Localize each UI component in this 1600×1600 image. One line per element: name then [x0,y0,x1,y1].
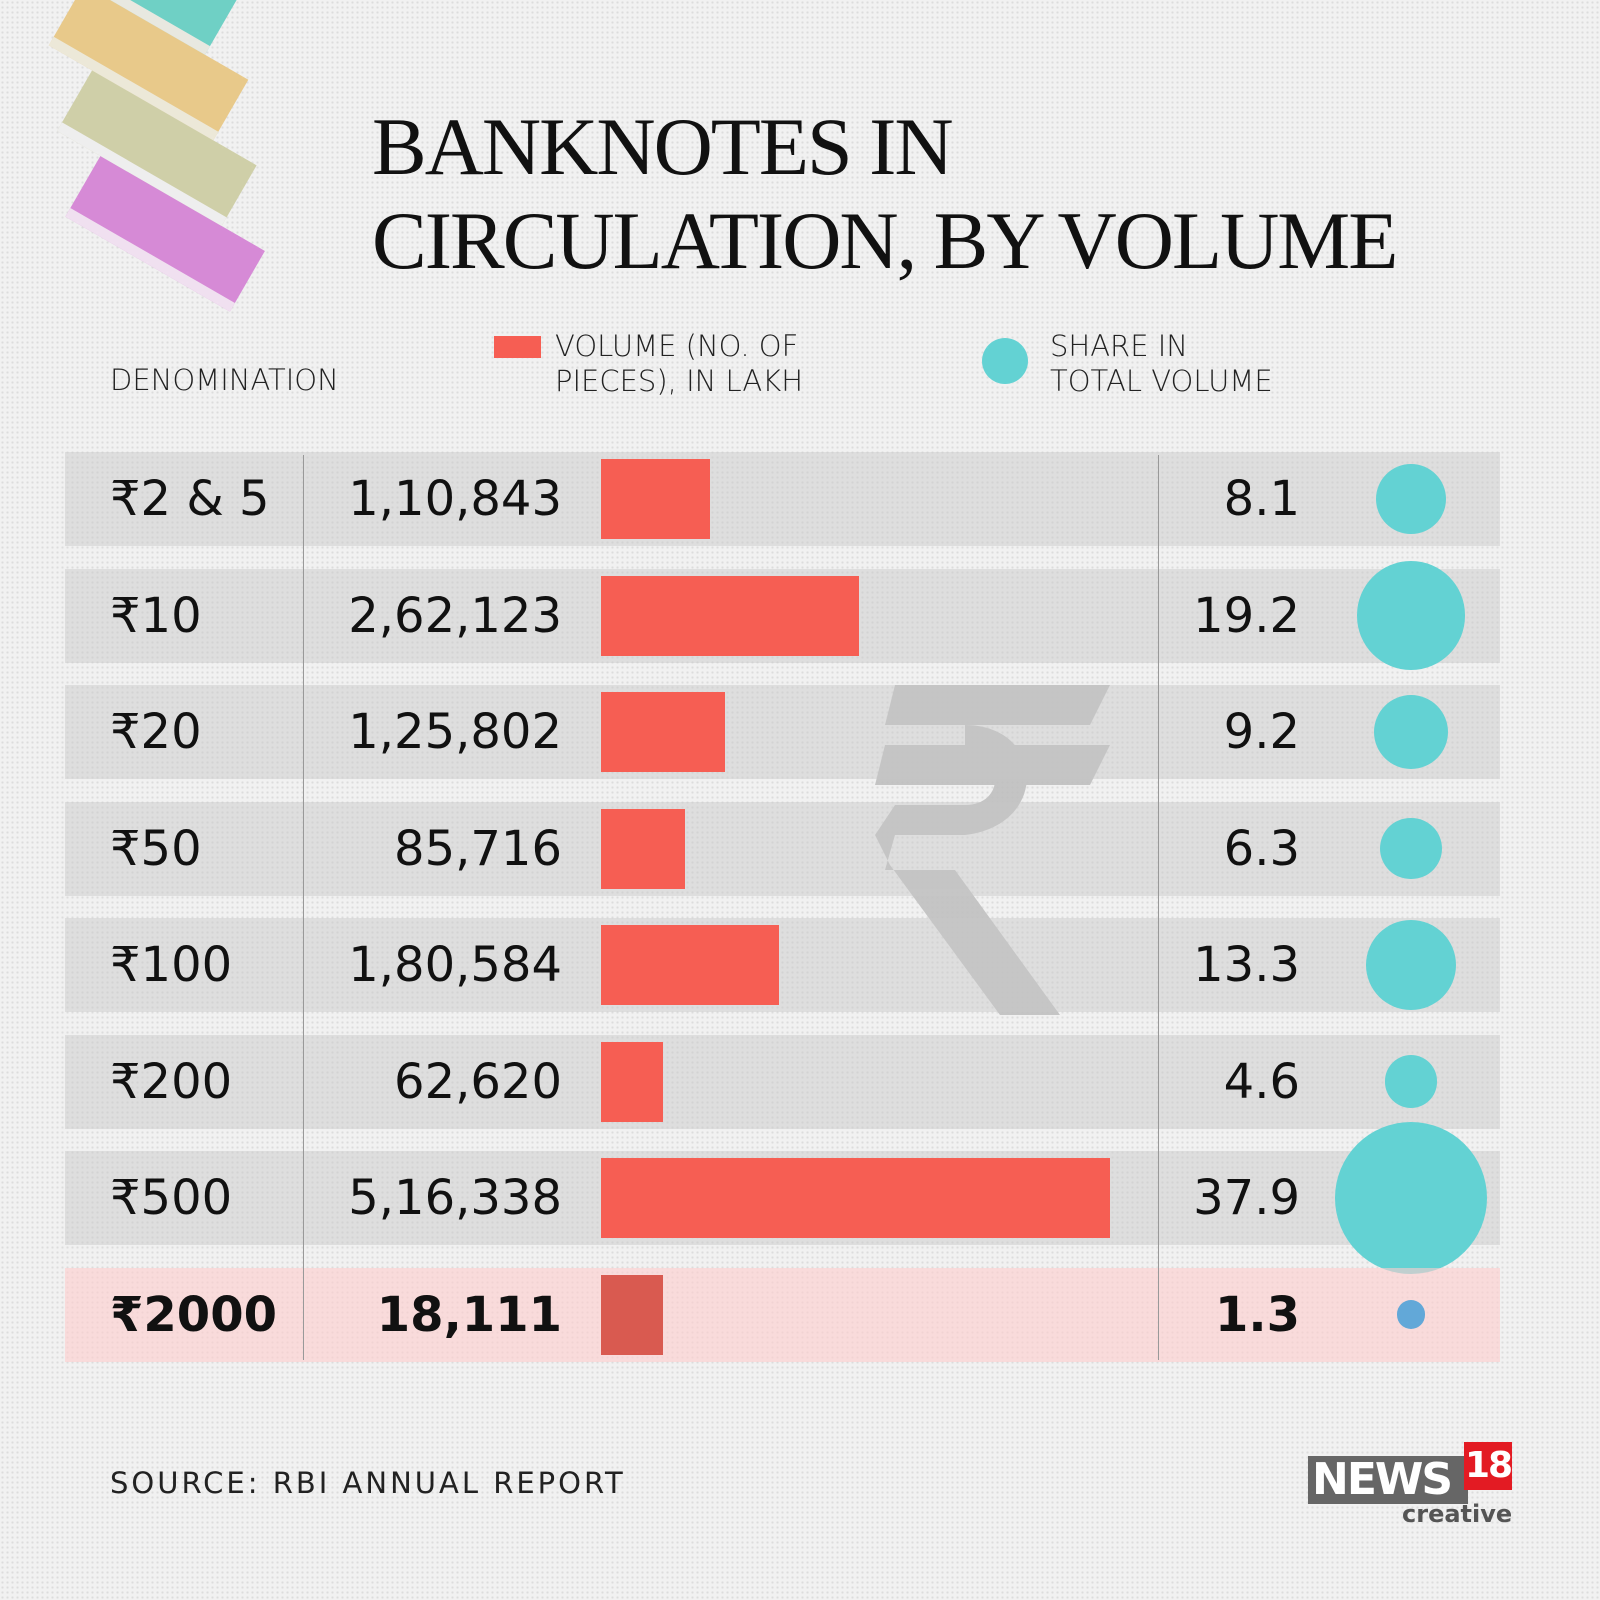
volume-bar [601,459,711,539]
legend-volume-label: VOLUME (NO. OF PIECES), IN LAKH [555,329,803,399]
legend-share-line2: TOTAL VOLUME [1050,364,1273,398]
chart-title: BANKNOTES IN CIRCULATION, BY VOLUME [372,100,1398,288]
volume-bar [601,1041,663,1122]
logo-number: 18 [1464,1442,1513,1490]
denomination-label: ₹500 [110,1170,233,1226]
rupee-watermark-icon [875,685,1110,1015]
denomination-label: ₹20 [110,704,202,760]
legend-volume-line1: VOLUME (NO. OF [555,329,799,363]
share-bubble [1356,561,1466,670]
volume-label: 85,716 [394,820,562,877]
volume-bar [601,1274,663,1355]
denomination-header: DENOMINATION [110,363,339,397]
share-label: 6.3 [1223,820,1300,877]
volume-label: 18,111 [376,1286,562,1343]
share-label: 13.3 [1193,937,1300,993]
volume-label: 5,16,338 [348,1170,562,1226]
share-label: 8.1 [1223,471,1300,527]
legend-share-line1: SHARE IN [1050,329,1188,363]
share-bubble [1384,1055,1438,1108]
banknote-stack-illustration [40,0,265,312]
table-row [65,1034,1500,1129]
table-row [65,918,1500,1012]
denomination-label: ₹200 [110,1053,233,1110]
share-label: 19.2 [1193,587,1300,644]
volume-label: 62,620 [394,1053,562,1110]
volume-bar [601,1158,1110,1238]
source-note: SOURCE: RBI ANNUAL REPORT [110,1466,626,1500]
share-bubble [1375,463,1447,535]
denomination-label: ₹2000 [110,1286,277,1343]
share-bubble [1396,1300,1426,1329]
logo-text: NEWS [1308,1456,1468,1504]
volume-bar [601,925,780,1005]
volume-label: 1,10,843 [348,471,562,527]
table-row [65,1267,1500,1362]
legend-share-label: SHARE IN TOTAL VOLUME [1050,329,1273,399]
legend-volume-line2: PIECES), IN LAKH [555,364,804,398]
table-row [65,452,1500,546]
volume-bar [601,575,860,656]
share-label: 1.3 [1214,1286,1300,1343]
volume-label: 2,62,123 [348,587,562,644]
share-bubble [1335,1122,1487,1274]
legend-share-swatch [982,338,1028,384]
legend-volume-swatch [494,336,541,358]
column-divider [303,455,304,1360]
share-bubble [1380,817,1442,880]
column-divider [1158,455,1159,1360]
denomination-label: ₹100 [110,937,233,993]
share-label: 9.2 [1223,704,1300,760]
share-bubble [1365,919,1456,1010]
title-line-2: CIRCULATION, BY VOLUME [372,195,1398,286]
share-label: 4.6 [1223,1053,1300,1110]
denomination-label: ₹10 [110,587,202,644]
denomination-label: ₹2 & 5 [110,471,270,527]
denomination-label: ₹50 [110,820,202,877]
title-line-1: BANKNOTES IN [372,101,954,192]
table-row [65,801,1500,896]
volume-label: 1,80,584 [348,937,562,993]
volume-label: 1,25,802 [348,704,562,760]
volume-bar [601,692,725,772]
share-bubble [1373,694,1449,770]
logo-subtext: creative [1402,1500,1513,1528]
share-label: 37.9 [1193,1170,1300,1226]
table-row [65,685,1500,779]
volume-bar [601,808,686,889]
